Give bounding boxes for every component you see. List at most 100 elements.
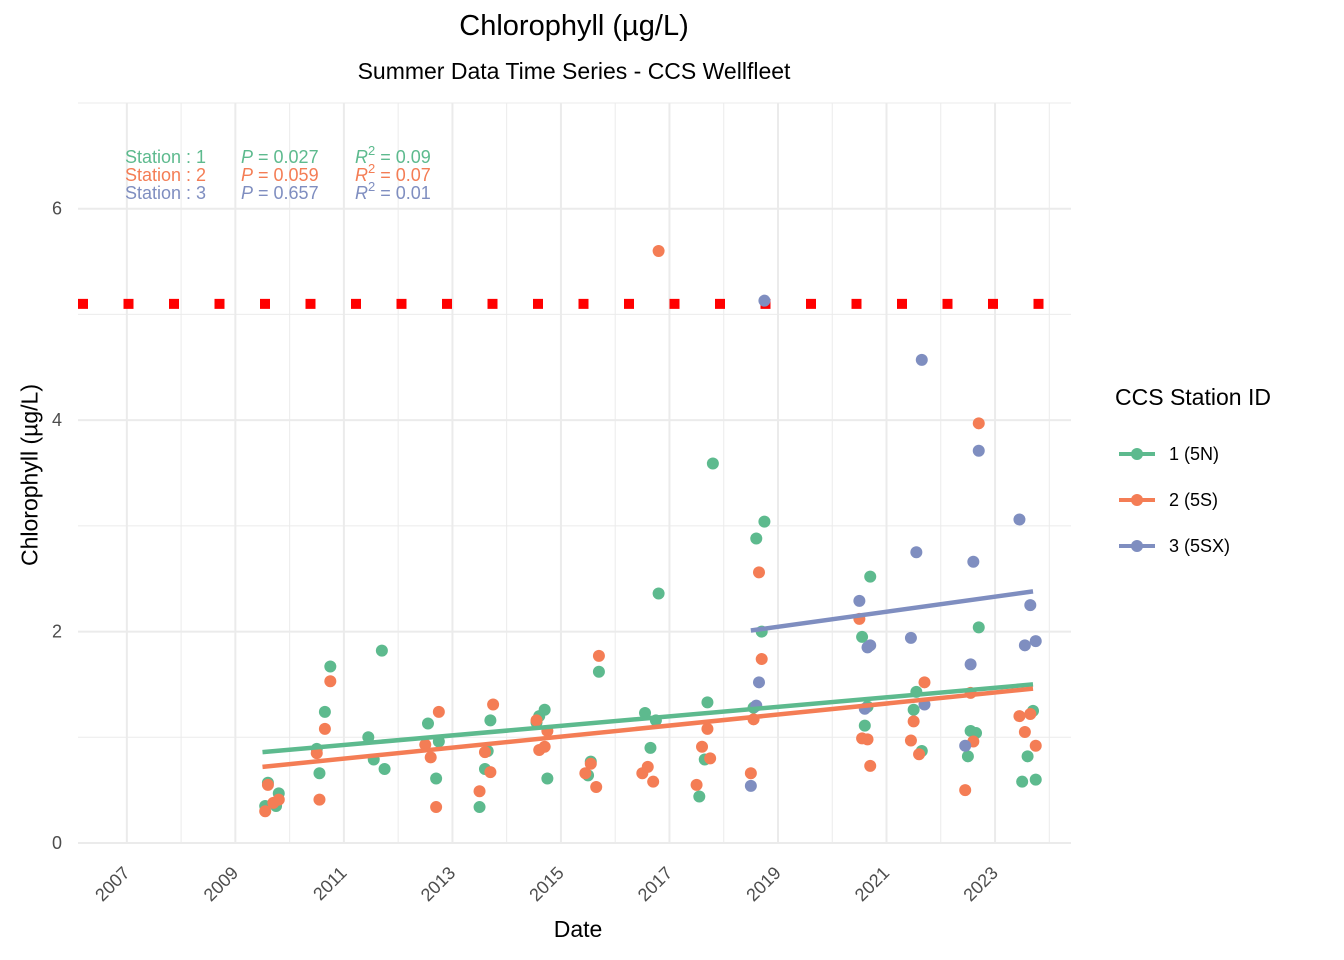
data-point-series-2 <box>324 675 337 688</box>
legend: CCS Station ID 1 (5N) 2 (5S) 3 (5SX) <box>1115 384 1271 569</box>
x-tick-label: 2021 <box>851 863 893 905</box>
annotation-p-value-3: P = 0.657 <box>241 183 319 203</box>
data-point-series-1 <box>378 763 391 775</box>
data-point-series-2 <box>647 775 660 788</box>
data-point-series-3 <box>964 658 977 671</box>
data-point-series-1 <box>706 457 719 470</box>
legend-key-1 <box>1119 444 1155 464</box>
data-point-series-2 <box>430 801 443 814</box>
data-point-series-1 <box>639 706 652 719</box>
data-point-series-2 <box>918 676 931 689</box>
data-point-series-1 <box>541 772 554 785</box>
grid-layer <box>78 102 1071 844</box>
legend-item-1: 1 (5N) <box>1115 431 1271 477</box>
data-point-series-2 <box>972 417 985 430</box>
data-point-series-1 <box>484 714 497 727</box>
data-point-series-3 <box>758 294 771 307</box>
legend-title: CCS Station ID <box>1115 384 1271 410</box>
data-point-series-1 <box>1029 773 1042 786</box>
data-point-series-3 <box>752 676 765 689</box>
data-point-series-2 <box>696 740 709 753</box>
data-point-series-2 <box>1024 708 1037 721</box>
data-point-series-2 <box>432 705 445 718</box>
data-point-series-2 <box>318 722 331 735</box>
x-tick-label: 2007 <box>91 863 133 905</box>
data-point-series-3 <box>744 779 757 792</box>
annotation-p-value-2: P = 0.059 <box>241 165 319 185</box>
data-point-series-3 <box>972 444 985 457</box>
legend-label-2: 2 (5S) <box>1169 489 1219 510</box>
data-point-series-2 <box>907 715 920 728</box>
trend-line-series-1 <box>262 682 1034 755</box>
legend-item-2: 2 (5S) <box>1115 477 1271 523</box>
x-tick-label: 2017 <box>634 863 676 905</box>
data-point-series-1 <box>858 719 871 732</box>
data-point-series-2 <box>641 760 654 773</box>
data-point-series-2 <box>419 738 432 751</box>
legend-point-1 <box>1131 448 1143 460</box>
data-point-series-1 <box>1021 750 1034 763</box>
x-tick-label: 2019 <box>742 863 784 905</box>
annotation-station-2: Station : 2 <box>125 165 206 185</box>
annotation-station-3: Station : 3 <box>125 183 206 203</box>
data-point-series-1 <box>318 705 331 718</box>
data-point-series-2 <box>313 793 326 806</box>
legend-label-1: 1 (5N) <box>1169 443 1220 464</box>
data-point-series-3 <box>967 555 980 568</box>
data-point-series-2 <box>530 714 543 727</box>
data-point-series-2 <box>904 734 917 747</box>
data-point-series-2 <box>473 785 486 798</box>
stats-annotations: Station : 1 P = 0.027 R2 = 0.09 Station : 2… <box>125 143 431 203</box>
data-point-series-3 <box>853 594 866 607</box>
data-point-series-1 <box>961 750 974 763</box>
data-point-series-1 <box>750 532 763 545</box>
chart-title: Chlorophyll (µg/L) <box>459 10 689 42</box>
data-point-series-2 <box>487 698 500 711</box>
data-point-series-3 <box>1018 639 1031 652</box>
data-point-series-1 <box>324 660 337 673</box>
data-point-series-1 <box>430 772 443 785</box>
data-point-series-2 <box>755 653 768 666</box>
data-point-series-2 <box>1013 710 1026 723</box>
x-axis-title: Date <box>553 916 603 942</box>
data-point-series-1 <box>375 644 388 657</box>
data-point-series-2 <box>272 793 285 806</box>
data-point-series-2 <box>579 767 592 780</box>
data-point-series-2 <box>913 748 926 761</box>
data-point-series-1 <box>592 665 605 678</box>
data-point-series-2 <box>584 757 597 770</box>
data-point-series-3 <box>915 353 928 366</box>
data-point-series-3 <box>959 739 972 752</box>
legend-item-3: 3 (5SX) <box>1115 523 1271 569</box>
trend-layer <box>262 589 1034 770</box>
legend-point-2 <box>1131 494 1143 506</box>
data-point-series-2 <box>690 778 703 791</box>
y-tick-label: 6 <box>52 199 62 219</box>
data-point-series-1 <box>313 767 326 780</box>
data-point-series-2 <box>478 746 491 759</box>
data-point-series-1 <box>473 801 486 814</box>
data-point-series-2 <box>590 780 603 793</box>
annotation-station-1: Station : 1 <box>125 147 206 167</box>
chart-subtitle: Summer Data Time Series - CCS Wellfleet <box>357 58 791 84</box>
legend-label-3: 3 (5SX) <box>1169 535 1231 556</box>
data-point-series-1 <box>421 717 434 730</box>
y-tick-label: 4 <box>52 410 62 430</box>
data-point-series-2 <box>704 752 717 765</box>
data-point-series-3 <box>1024 599 1037 612</box>
data-point-series-1 <box>856 630 869 643</box>
x-tick-label: 2011 <box>309 863 351 905</box>
y-tick-label: 0 <box>52 833 62 853</box>
x-tick-label: 2015 <box>525 863 567 905</box>
data-point-series-2 <box>484 766 497 779</box>
data-point-series-2 <box>538 740 551 753</box>
data-point-series-3 <box>904 631 917 644</box>
legend-key-2 <box>1119 490 1155 510</box>
legend-point-3 <box>1131 540 1143 552</box>
annotation-p-value-1: P = 0.027 <box>241 147 319 167</box>
data-point-series-1 <box>644 741 657 754</box>
data-point-series-1 <box>907 703 920 716</box>
data-point-series-2 <box>259 805 272 818</box>
data-point-series-3 <box>1013 513 1026 526</box>
annotation-r-squared-1: R2 = 0.09 <box>355 143 431 167</box>
